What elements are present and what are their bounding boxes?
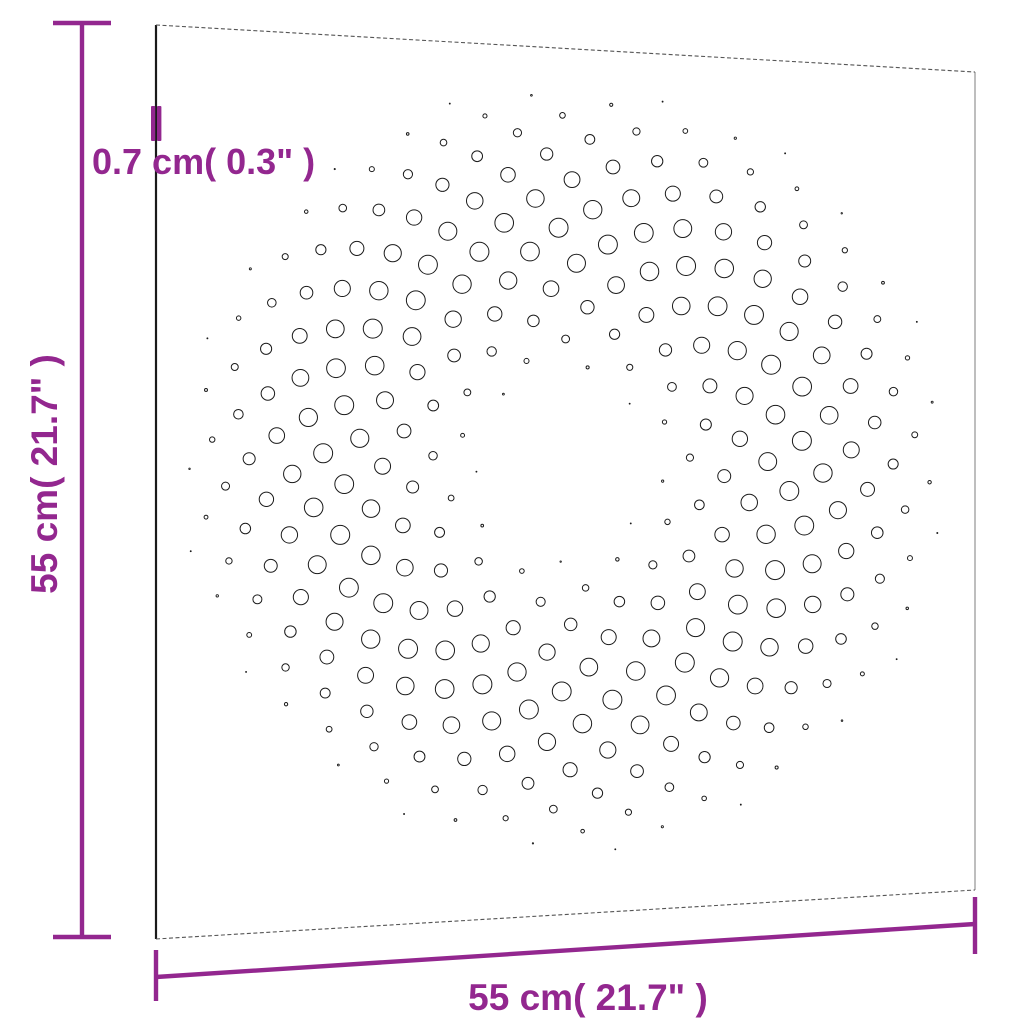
svg-text:55 cm( 21.7" ): 55 cm( 21.7" ) [468, 977, 708, 1018]
svg-text:0.7 cm( 0.3" ): 0.7 cm( 0.3" ) [92, 141, 315, 182]
svg-text:55 cm( 21.7" ): 55 cm( 21.7" ) [24, 354, 65, 594]
